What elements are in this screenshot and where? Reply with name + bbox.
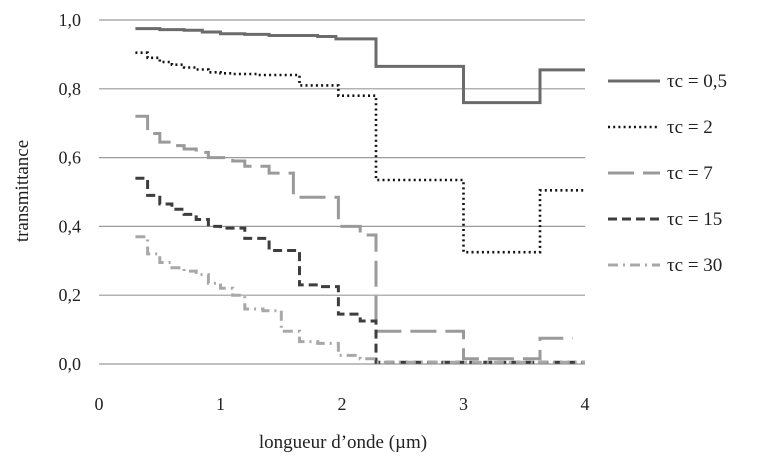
y-tick-label: 0,8 bbox=[59, 79, 82, 99]
series-line-2 bbox=[135, 114, 573, 361]
legend-label: τc = 7 bbox=[667, 163, 713, 184]
x-tick-label: 2 bbox=[338, 394, 347, 414]
y-tick-label: 0,0 bbox=[59, 354, 82, 374]
legend-label: τc = 15 bbox=[667, 209, 722, 230]
legend: τc = 0,5 τc = 2 τc = 7 τc = 15 τc = 30 bbox=[608, 71, 727, 276]
tick-labels: 0,0 0,2 0,4 0,6 0,8 1,0 0 1 2 3 4 bbox=[59, 10, 590, 414]
series-line-1 bbox=[135, 51, 585, 254]
y-tick-label: 0,4 bbox=[59, 216, 82, 236]
y-tick-label: 1,0 bbox=[59, 10, 82, 30]
x-tick-label: 0 bbox=[95, 394, 104, 414]
x-tick-label: 4 bbox=[581, 394, 590, 414]
series-line-0 bbox=[135, 27, 585, 105]
x-tick-label: 3 bbox=[459, 394, 468, 414]
x-tick-label: 1 bbox=[216, 394, 225, 414]
legend-label: τc = 30 bbox=[667, 255, 722, 276]
series-line-3 bbox=[135, 176, 585, 364]
legend-label: τc = 2 bbox=[667, 117, 713, 138]
x-axis-title: longueur d’onde (µm) bbox=[259, 432, 427, 453]
y-tick-label: 0,2 bbox=[59, 285, 82, 305]
legend-label: τc = 0,5 bbox=[667, 71, 727, 92]
series-line-4 bbox=[135, 235, 585, 364]
gridlines bbox=[99, 19, 585, 365]
series-lines bbox=[135, 27, 585, 364]
y-tick-label: 0,6 bbox=[59, 148, 82, 168]
y-axis-title: transmittance bbox=[12, 140, 33, 242]
